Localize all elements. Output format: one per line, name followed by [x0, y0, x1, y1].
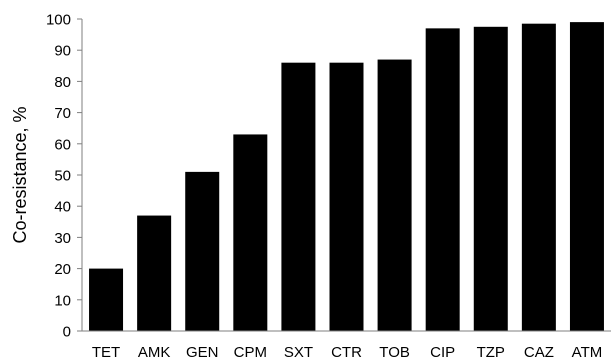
y-tick-label: 60 [54, 136, 71, 153]
x-tick-label-caz: CAZ [524, 344, 554, 361]
bar-ctr [329, 62, 364, 332]
x-tick-label-gen: GEN [186, 344, 219, 361]
y-axis: 0 10 20 30 40 50 60 70 80 90 100 [46, 12, 83, 341]
bars-group [89, 22, 604, 332]
y-tick-label: 50 [54, 168, 71, 185]
bar-tob [377, 59, 412, 332]
x-tick-label-amk: AMK [138, 344, 171, 361]
y-tick-label: 90 [54, 43, 71, 60]
x-tick-label-cpm: CPM [234, 344, 267, 361]
y-tick-label: 10 [54, 292, 71, 309]
y-tick-label: 70 [54, 105, 71, 122]
y-tick-label: 30 [54, 230, 71, 247]
bar-tet [89, 268, 124, 331]
bar-amk [137, 215, 172, 331]
bar-atm [569, 22, 604, 332]
bar-sxt [281, 62, 316, 332]
bar-cpm [233, 134, 268, 331]
x-tick-label-tob: TOB [379, 344, 410, 361]
bar-tzp [473, 26, 508, 332]
bar-cip [425, 28, 460, 332]
x-tick-label-sxt: SXT [284, 344, 313, 361]
y-tick-label: 100 [46, 12, 71, 29]
y-tick-label: 40 [54, 199, 71, 216]
x-axis: TET AMK GEN CPM SXT CTR TOB CIP TZP CAZ ATM [82, 330, 611, 361]
y-tick-label: 80 [54, 74, 71, 91]
x-tick-label-ctr: CTR [331, 344, 362, 361]
y-axis-title: Co-resistance, % [10, 106, 30, 243]
x-tick-label-tzp: TZP [477, 344, 505, 361]
x-tick-label-atm: ATM [572, 344, 603, 361]
bar-caz [521, 23, 556, 332]
x-tick-label-tet: TET [92, 344, 120, 361]
x-tick-label-cip: CIP [430, 344, 455, 361]
bar-gen [185, 171, 220, 331]
y-tick-label: 0 [63, 324, 71, 341]
y-tick-label: 20 [54, 261, 71, 278]
